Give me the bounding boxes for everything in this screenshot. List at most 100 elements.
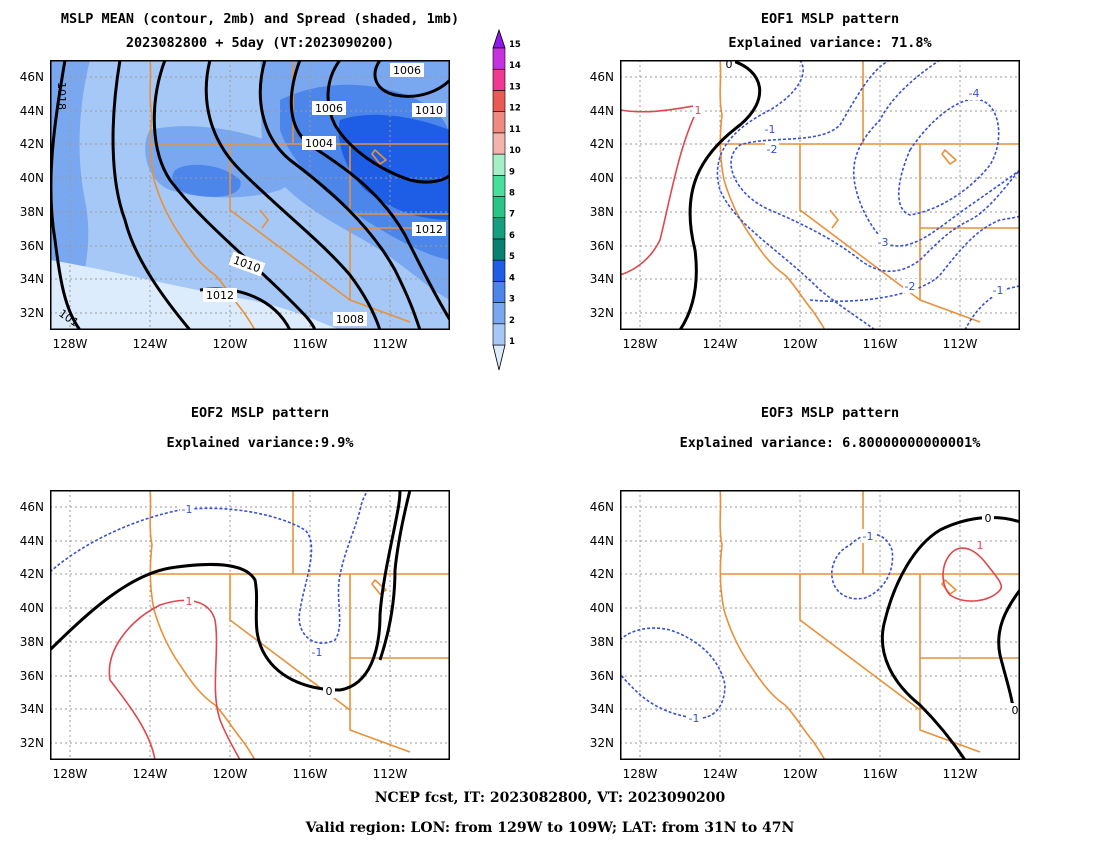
panel4-coastline [719, 490, 1020, 760]
panel4-subtitle: Explained variance: 6.80000000000001% [680, 435, 982, 451]
colorbar-label: 6 [509, 231, 515, 241]
colorbar-label: 1 [509, 337, 515, 347]
contour-label: -1 [312, 646, 323, 659]
y-tick-label: 46N [20, 70, 44, 84]
panel3-title: EOF2 MSLP pattern [191, 405, 329, 421]
y-tick-label: 34N [590, 702, 614, 716]
colorbar-box [492, 281, 506, 303]
colorbar-box [492, 68, 506, 91]
colorbar-label: 10 [509, 146, 521, 156]
contour-label: 0 [985, 512, 992, 525]
colorbar-label: 5 [509, 252, 515, 262]
colorbar-label: 3 [509, 295, 515, 305]
y-tick-label: 38N [20, 205, 44, 219]
contour-label: 0 [1012, 704, 1019, 717]
contour-label: 1012 [415, 223, 443, 236]
y-tick-label: 46N [20, 500, 44, 514]
colorbar-box [492, 217, 506, 240]
y-tick-label: 36N [590, 239, 614, 253]
contour-neg3 [853, 60, 1020, 247]
contour-label: -2 [905, 280, 916, 293]
spread-level-4-center [172, 164, 241, 197]
panel2-subtitle: Explained variance: 71.8% [728, 35, 932, 51]
colorbar-box [492, 47, 506, 70]
x-tick-label: 112W [943, 337, 978, 351]
panel2-title: EOF1 MSLP pattern [761, 11, 899, 27]
panel4-frame [620, 490, 1020, 760]
contour-label: 1006 [393, 64, 421, 77]
y-tick-label: 40N [20, 171, 44, 185]
panel-eof3: EOF3 MSLP pattern Explained variance: 6.… [620, 405, 1020, 760]
panel2-contour-labels: 1 0 -1 -2 -3 -4 -2 -1 [693, 60, 1005, 297]
footer-forecast-info: NCEP fcst, IT: 2023082800, VT: 202309020… [375, 790, 726, 806]
x-tick-label: 112W [373, 767, 408, 781]
contour-zero [50, 490, 402, 692]
panel1-contours [50, 60, 450, 330]
x-tick-label: 124W [703, 337, 738, 351]
panel1-frame [50, 60, 450, 330]
panel1-grid [50, 60, 450, 330]
x-tick-label: 112W [373, 337, 408, 351]
contour-neg1-north [831, 533, 894, 600]
x-tick-label: 124W [703, 767, 738, 781]
panel1-subtitle: 2023082800 + 5day (VT:2023090200) [126, 35, 394, 51]
footer-valid-region: Valid region: LON: from 129W to 109W; LA… [305, 820, 795, 836]
contour-label: -1 [765, 123, 776, 136]
y-tick-label: 34N [20, 272, 44, 286]
x-tick-label: 128W [623, 767, 658, 781]
panel3-subtitle: Explained variance:9.9% [167, 435, 355, 451]
y-tick-label: 36N [590, 669, 614, 683]
spread-level-1 [50, 260, 340, 330]
x-tick-label: 120W [213, 337, 248, 351]
contour-label: -1 [863, 530, 874, 543]
x-tick-label: 124W [133, 767, 168, 781]
panel3-frame [50, 490, 450, 760]
x-tick-label: 116W [293, 767, 328, 781]
y-tick-label: 32N [590, 306, 614, 320]
axis-tick-labels: 128W 124W 120W 116W 112W46N44N42N40N38N36N34… [20, 70, 978, 781]
panel4-plot: -1 1 0 -1 0 [620, 490, 1020, 760]
y-tick-label: 36N [20, 239, 44, 253]
panel3-contour-labels: -1 1 -1 0 [180, 502, 335, 698]
x-tick-label: 120W [783, 767, 818, 781]
colorbar-lower-extension [492, 344, 506, 371]
contour-neg1 [50, 490, 369, 644]
y-tick-label: 42N [590, 567, 614, 581]
contour-zero [880, 515, 1020, 760]
contour-neg2 [730, 60, 1020, 272]
colorbar-label: 14 [509, 61, 521, 71]
contour-neg1-southeast [964, 285, 1020, 330]
y-tick-label: 44N [20, 104, 44, 118]
y-tick-label: 46N [590, 500, 614, 514]
contour-zero-east [378, 490, 412, 661]
contour-label: 1018 [55, 82, 68, 110]
y-tick-label: 42N [590, 137, 614, 151]
panel2-frame [620, 60, 1020, 330]
panel3-coastline [149, 490, 450, 760]
contour-positive [620, 103, 702, 276]
panel-eof1: EOF1 MSLP pattern Explained variance: 71… [620, 11, 1020, 330]
colorbar-label: 15 [509, 40, 521, 50]
panel-eof2: EOF2 MSLP pattern Explained variance:9.9… [50, 405, 450, 760]
panel3-plot: -1 1 -1 0 [50, 490, 450, 760]
colorbar-label: 9 [509, 167, 515, 177]
x-tick-label: 128W [623, 337, 658, 351]
y-tick-label: 40N [20, 601, 44, 615]
x-tick-label: 112W [943, 767, 978, 781]
x-tick-label: 116W [863, 767, 898, 781]
contour-label: -2 [767, 143, 778, 156]
panel2-contours [620, 60, 1020, 330]
y-tick-label: 34N [20, 702, 44, 716]
colorbar-upper-extension [492, 28, 506, 49]
panel1-plot: 1006 1010 1006 1004 1012 1010 1012 1008 … [50, 60, 450, 330]
colorbar-label: 2 [509, 316, 515, 326]
contour-label: 1 [186, 595, 193, 608]
colorbar-box [492, 153, 506, 176]
y-tick-label: 42N [20, 137, 44, 151]
y-tick-label: 46N [590, 70, 614, 84]
contour-label: 1010 [415, 104, 443, 117]
y-tick-label: 38N [590, 635, 614, 649]
x-tick-label: 124W [133, 337, 168, 351]
